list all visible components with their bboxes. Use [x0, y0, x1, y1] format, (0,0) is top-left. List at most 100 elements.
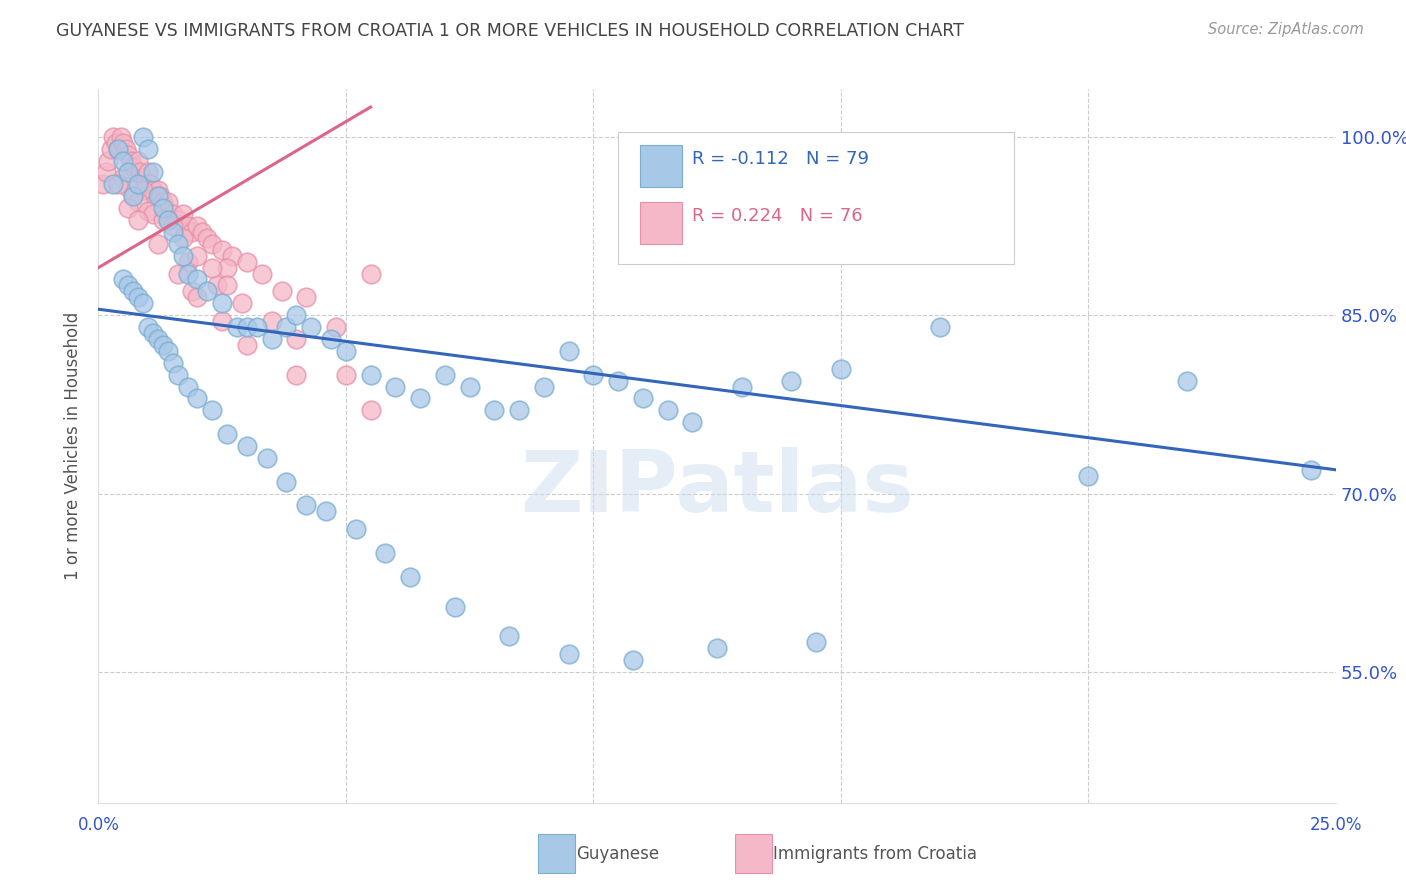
Point	[127, 290, 149, 304]
Point	[136, 320, 159, 334]
Point	[132, 183, 155, 197]
Y-axis label: 1 or more Vehicles in Household: 1 or more Vehicles in Household	[65, 312, 83, 580]
Point	[110, 129, 132, 144]
Point	[804, 635, 827, 649]
Point	[127, 195, 149, 210]
Text: Immigrants from Croatia: Immigrants from Croatia	[773, 845, 977, 863]
Point	[344, 522, 367, 536]
Point	[508, 403, 530, 417]
Point	[186, 219, 208, 233]
Text: R = 0.224   N = 76: R = 0.224 N = 76	[692, 207, 863, 225]
Point	[100, 142, 122, 156]
Point	[172, 207, 194, 221]
Point	[162, 219, 184, 233]
Point	[146, 183, 169, 197]
Point	[195, 285, 218, 299]
Point	[156, 195, 179, 210]
Point	[533, 379, 555, 393]
Point	[112, 272, 135, 286]
Point	[186, 392, 208, 406]
Point	[211, 314, 233, 328]
Point	[107, 178, 129, 192]
Point	[152, 338, 174, 352]
Point	[162, 225, 184, 239]
Point	[172, 231, 194, 245]
Point	[319, 332, 342, 346]
Point	[162, 356, 184, 370]
Point	[120, 153, 142, 168]
Text: R = -0.112   N = 79: R = -0.112 N = 79	[692, 150, 869, 168]
Point	[217, 427, 239, 442]
Point	[142, 183, 165, 197]
Point	[315, 504, 337, 518]
Point	[122, 189, 145, 203]
Text: 25.0%: 25.0%	[1309, 816, 1362, 834]
Point	[780, 374, 803, 388]
Point	[335, 343, 357, 358]
Point	[186, 272, 208, 286]
Point	[166, 213, 188, 227]
Point	[706, 641, 728, 656]
Point	[250, 267, 273, 281]
Point	[256, 450, 278, 465]
Point	[176, 219, 198, 233]
Point	[201, 403, 224, 417]
Point	[136, 165, 159, 179]
Point	[139, 178, 162, 192]
Point	[112, 171, 135, 186]
Point	[93, 178, 115, 192]
Point	[399, 570, 422, 584]
Point	[270, 285, 292, 299]
Point	[295, 499, 318, 513]
Point	[122, 189, 145, 203]
Point	[94, 165, 117, 179]
Point	[217, 260, 239, 275]
FancyBboxPatch shape	[640, 202, 682, 244]
Point	[127, 178, 149, 192]
Point	[276, 475, 298, 489]
Point	[134, 178, 156, 192]
Text: ZIPatlas: ZIPatlas	[520, 447, 914, 531]
Point	[112, 136, 135, 150]
Point	[260, 332, 283, 346]
Point	[129, 165, 152, 179]
Point	[127, 213, 149, 227]
Point	[149, 189, 172, 203]
Point	[181, 285, 204, 299]
Point	[117, 147, 139, 161]
Point	[384, 379, 406, 393]
Point	[181, 225, 204, 239]
Point	[142, 207, 165, 221]
Point	[132, 129, 155, 144]
Point	[443, 599, 465, 614]
Point	[582, 368, 605, 382]
Point	[458, 379, 481, 393]
Text: 0.0%: 0.0%	[77, 816, 120, 834]
Point	[498, 629, 520, 643]
Point	[152, 195, 174, 210]
Point	[186, 249, 208, 263]
Point	[236, 254, 259, 268]
Point	[1077, 468, 1099, 483]
Point	[360, 403, 382, 417]
Point	[360, 368, 382, 382]
Point	[122, 160, 145, 174]
Point	[557, 343, 579, 358]
Point	[166, 368, 188, 382]
Point	[117, 179, 139, 194]
Point	[172, 249, 194, 263]
FancyBboxPatch shape	[640, 145, 682, 187]
Point	[226, 320, 249, 334]
Point	[217, 278, 239, 293]
Point	[117, 165, 139, 179]
Point	[127, 153, 149, 168]
Point	[176, 379, 198, 393]
Point	[276, 320, 298, 334]
Point	[657, 403, 679, 417]
Point	[607, 374, 630, 388]
Point	[236, 439, 259, 453]
Point	[409, 392, 432, 406]
Point	[201, 260, 224, 275]
Point	[124, 165, 146, 179]
Text: Source: ZipAtlas.com: Source: ZipAtlas.com	[1208, 22, 1364, 37]
